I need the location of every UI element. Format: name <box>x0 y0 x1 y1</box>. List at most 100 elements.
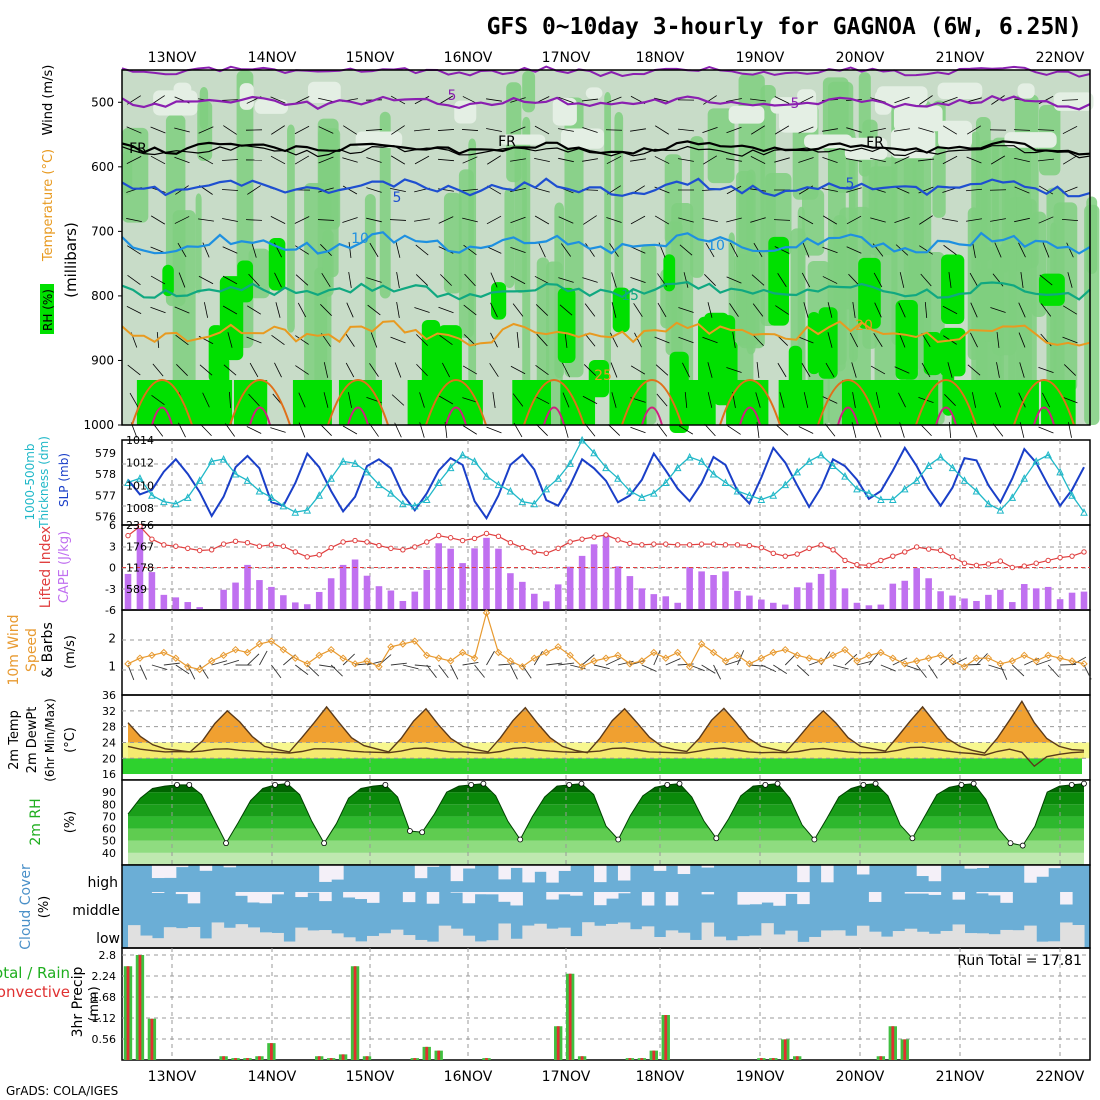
wind-barb <box>534 395 550 405</box>
precip-label-total: Total / Rain <box>0 964 70 982</box>
wind-barb <box>822 215 838 225</box>
wind-barb <box>607 424 621 436</box>
thickness-marker <box>781 480 790 489</box>
rh-shade-low <box>187 380 233 425</box>
wind-barb <box>634 332 642 348</box>
contour-25 <box>131 379 193 426</box>
contour-label: 5 <box>448 88 457 104</box>
wind-barb <box>991 95 1005 105</box>
thickness-marker <box>900 484 909 493</box>
wind-barb-10m <box>486 650 495 666</box>
wind-barb <box>704 274 716 286</box>
cape-bar <box>781 604 789 610</box>
li-marker <box>782 553 788 559</box>
wind-barb <box>222 218 238 222</box>
precip-convective-bar <box>413 1058 417 1060</box>
wind-barb <box>414 307 430 313</box>
cloud-mid-gap <box>952 892 966 900</box>
cape-bar <box>1044 586 1052 610</box>
wind-barb <box>967 364 981 376</box>
cape-bar <box>160 594 168 610</box>
wind-barb-10m <box>832 664 849 670</box>
wind-barb <box>678 158 694 162</box>
wind-speed-marker <box>375 662 383 671</box>
cloud-mid-gap <box>988 892 1001 896</box>
wind-barb <box>1041 392 1051 408</box>
wind-barb <box>394 362 402 378</box>
rh-shade-pale <box>1017 83 1035 99</box>
wind-barb <box>320 424 332 436</box>
cape-bar <box>734 590 741 610</box>
cloud-mid-gap <box>295 892 308 898</box>
wind-barb <box>779 392 785 408</box>
li-marker <box>1009 564 1015 571</box>
rh-shade-pale <box>938 120 973 149</box>
wind-barb <box>534 125 550 135</box>
wind-barb <box>342 425 358 435</box>
wind-barb <box>295 245 309 255</box>
temp-label-3: (6hr Min/Max) <box>43 698 57 782</box>
rh-marker <box>1081 780 1087 787</box>
cape-bar <box>531 593 538 610</box>
wind-barb <box>295 335 309 345</box>
wind-barb <box>270 216 286 224</box>
wind-barb <box>245 219 263 221</box>
li-marker <box>937 547 944 554</box>
wind-speed-marker <box>602 654 610 662</box>
wind-barb <box>803 392 809 408</box>
wind-speed-marker <box>291 654 300 662</box>
rh-shade-mid <box>468 138 477 409</box>
thickness-marker <box>1080 508 1088 516</box>
cloud-mid-gap <box>773 892 786 906</box>
wind-speed-marker <box>470 654 479 662</box>
wind-barb <box>348 272 352 288</box>
wind-barb-10m <box>1083 664 1092 680</box>
wind-barb <box>726 217 742 223</box>
precip-convective-bar <box>580 1056 584 1060</box>
rh-marker <box>713 835 720 842</box>
wind-barb <box>342 217 358 223</box>
cloud-high-gap <box>223 865 237 868</box>
wind-barb <box>535 364 549 376</box>
rh-shade-pale <box>499 134 546 145</box>
wind-barb <box>1019 362 1025 378</box>
wind-barb <box>177 242 187 258</box>
wind-barb-10m <box>319 664 336 668</box>
thickness-marker <box>936 452 945 461</box>
rh-bands <box>128 783 1084 865</box>
wind-speed-marker <box>757 654 766 662</box>
wind-barb <box>898 302 906 318</box>
wind-barb <box>732 332 736 348</box>
wind-barb <box>516 332 520 348</box>
wind-speed-marker <box>530 654 539 662</box>
rh-shade-pale <box>937 82 983 100</box>
wind-barb <box>390 155 406 165</box>
cloud-high-gap <box>677 865 691 875</box>
li-marker <box>806 545 812 552</box>
contour-30 <box>249 406 271 426</box>
wind-barb <box>1042 242 1050 258</box>
thickness-marker <box>1020 474 1029 482</box>
rh-shade-low <box>1041 380 1076 425</box>
li-marker <box>902 549 908 555</box>
rh-shade-mid <box>287 124 295 333</box>
wind-barb <box>366 277 382 283</box>
cape-bar <box>519 581 526 610</box>
li-marker <box>543 550 549 557</box>
cloud-low-gap <box>259 932 272 948</box>
cloud-low-gap <box>701 922 715 948</box>
li-marker <box>208 547 215 553</box>
thickness-marker <box>1068 491 1076 499</box>
wind-barb <box>535 304 549 316</box>
thickness-marker <box>972 486 981 495</box>
wind-barb-10m <box>605 657 621 666</box>
bottom-day-labels: 13NOV 14NOV 15NOV 16NOV 17NOV 18NOV 19NOV 20NOV… <box>148 1069 1085 1085</box>
thickness-marker <box>399 499 407 508</box>
wind-barb <box>726 276 742 284</box>
wind-barb <box>174 156 190 164</box>
wind-barb <box>1038 185 1054 195</box>
cloud-low-gap <box>199 938 213 948</box>
wind-barb-10m <box>581 654 595 666</box>
wind-barb <box>894 128 910 132</box>
li-marker <box>710 541 717 547</box>
